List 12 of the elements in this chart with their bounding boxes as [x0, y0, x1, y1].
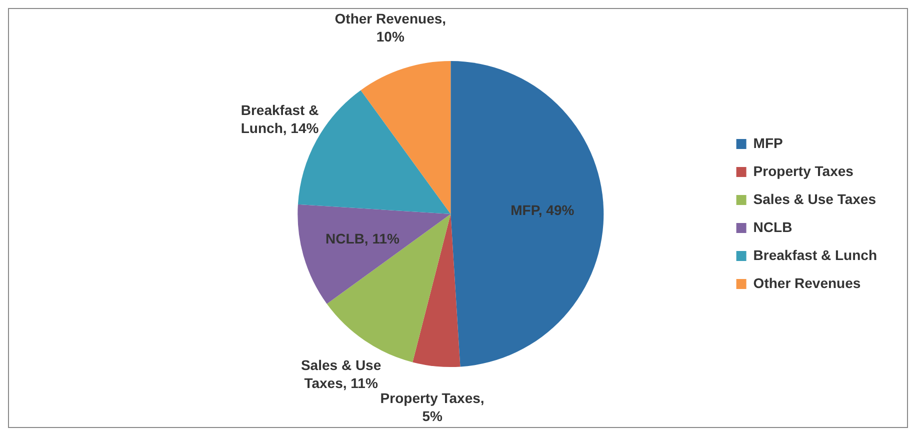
data-label: MFP, 49% [510, 202, 575, 218]
legend-label: Breakfast & Lunch [753, 246, 878, 263]
legend-label: NCLB [753, 218, 792, 235]
data-label: Other Revenues, 10% [334, 10, 446, 44]
data-label: Property Taxes, 5% [380, 390, 484, 424]
data-label: Sales & Use Taxes, 11% [300, 357, 382, 392]
legend-label: MFP [753, 134, 783, 151]
legend-label: Sales & Use Taxes [753, 190, 876, 207]
legend-label: Other Revenues [753, 274, 861, 291]
legend-label: Property Taxes [753, 162, 854, 179]
data-label: NCLB, 11% [326, 230, 400, 246]
data-label: Breakfast & Lunch, 14% [240, 102, 320, 136]
